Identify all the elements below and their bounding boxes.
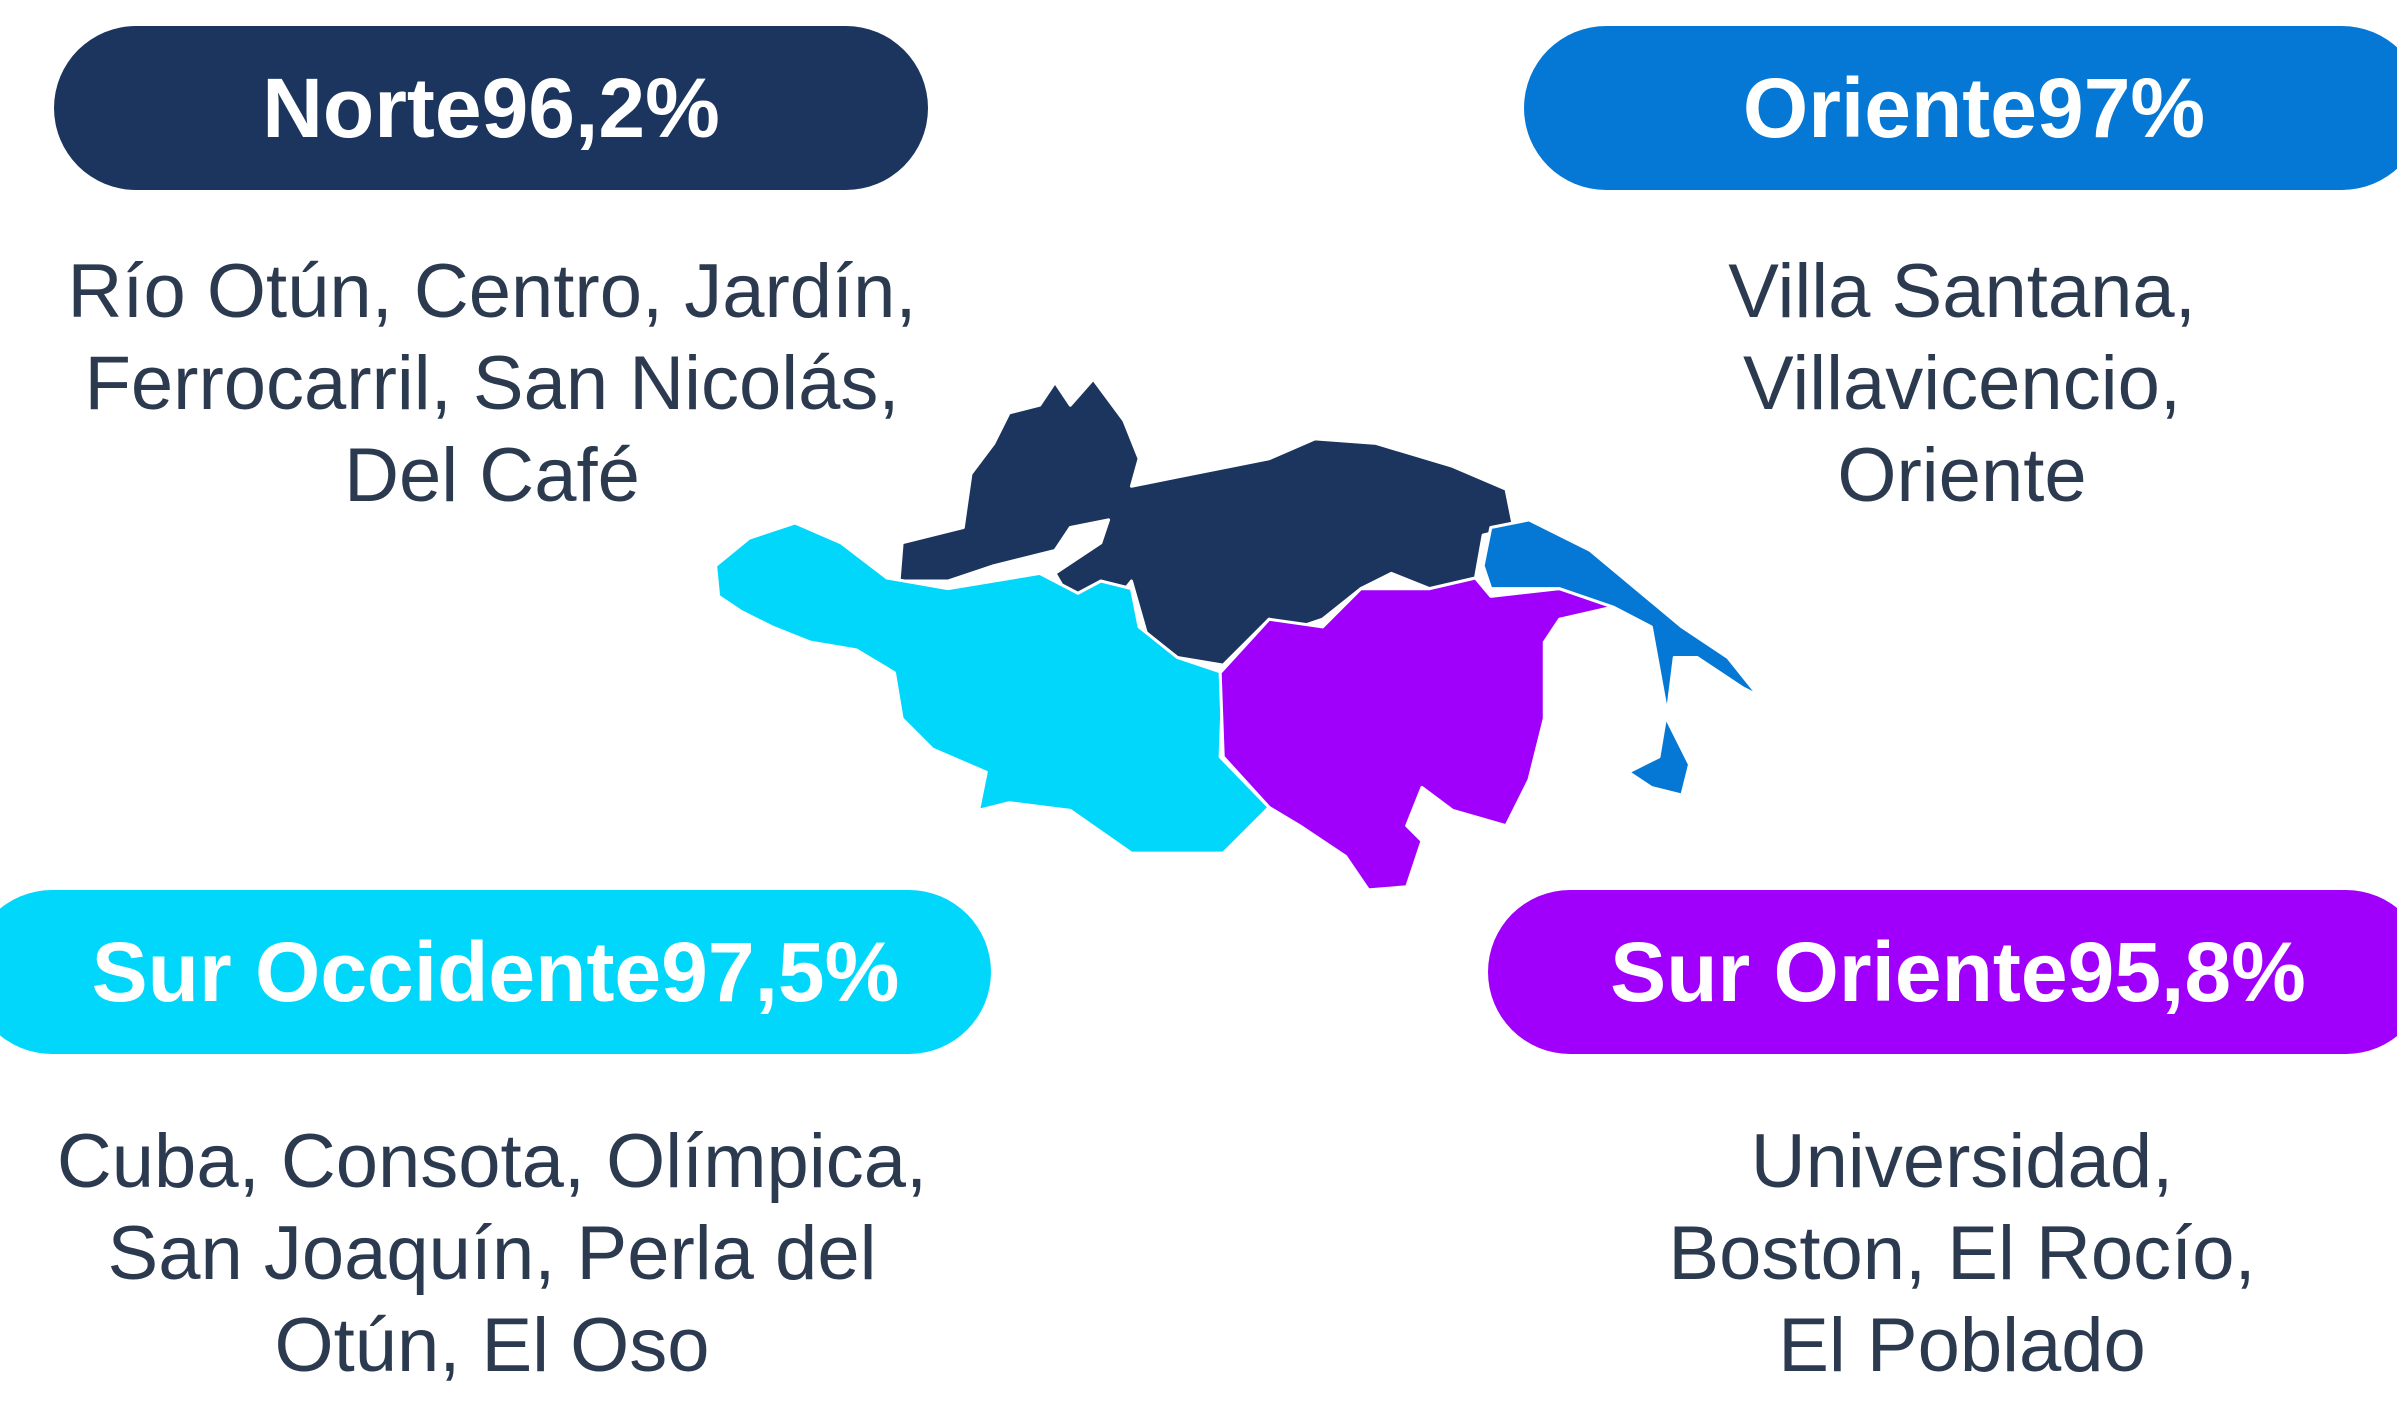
neighborhood-line: Otún, El Oso <box>274 1303 710 1388</box>
neighborhood-line: Universidad, <box>1750 1119 2174 1204</box>
neighborhood-line: Villavicencio, <box>1743 341 2181 426</box>
neighborhood-line: Del Café <box>344 433 640 518</box>
region-pill: Sur Occidente 97,5% <box>0 890 991 1054</box>
region-pill: Sur Oriente 95,8% <box>1488 890 2397 1054</box>
region-name: Sur Oriente <box>1610 924 2068 1019</box>
neighborhoods: Universidad, Boston, El Rocío, El Poblado <box>1462 1116 2397 1392</box>
neighborhoods: Cuba, Consota, Olímpica, San Joaquín, Per… <box>0 1116 992 1392</box>
region-oriente <box>1481 518 1760 797</box>
region-sur-occidente <box>714 521 1271 855</box>
neighborhood-line: El Poblado <box>1778 1303 2146 1388</box>
neighborhood-line: Boston, El Rocío, <box>1668 1211 2256 1296</box>
region-pill: Oriente 97% <box>1524 26 2397 190</box>
neighborhood-line: Ferrocarril, San Nicolás, <box>84 341 900 426</box>
neighborhood-line: Río Otún, Centro, Jardín, <box>67 249 917 334</box>
neighborhood-line: San Joaquín, Perla del <box>107 1211 877 1296</box>
neighborhood-line: Oriente <box>1837 433 2087 518</box>
neighborhood-line: Cuba, Consota, Olímpica, <box>56 1119 928 1204</box>
region-name: Norte <box>262 60 482 155</box>
region-percent: 96,2% <box>481 60 720 155</box>
region-percent: 97,5% <box>661 924 900 1019</box>
neighborhood-line: Villa Santana, <box>1728 249 2196 334</box>
region-name: Oriente <box>1742 60 2037 155</box>
region-sur-oriente <box>1218 576 1615 892</box>
region-percent: 97% <box>2036 60 2206 155</box>
region-pill: Norte 96,2% <box>54 26 928 190</box>
region-name: Sur Occidente <box>91 924 662 1019</box>
neighborhoods: Villa Santana, Villavicencio, Oriente <box>1462 246 2397 522</box>
neighborhoods: Río Otún, Centro, Jardín, Ferrocarril, Sa… <box>0 246 992 522</box>
region-norte <box>897 377 1516 667</box>
region-percent: 95,8% <box>2067 924 2306 1019</box>
